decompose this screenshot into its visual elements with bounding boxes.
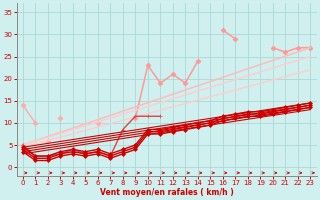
- X-axis label: Vent moyen/en rafales ( km/h ): Vent moyen/en rafales ( km/h ): [100, 188, 234, 197]
